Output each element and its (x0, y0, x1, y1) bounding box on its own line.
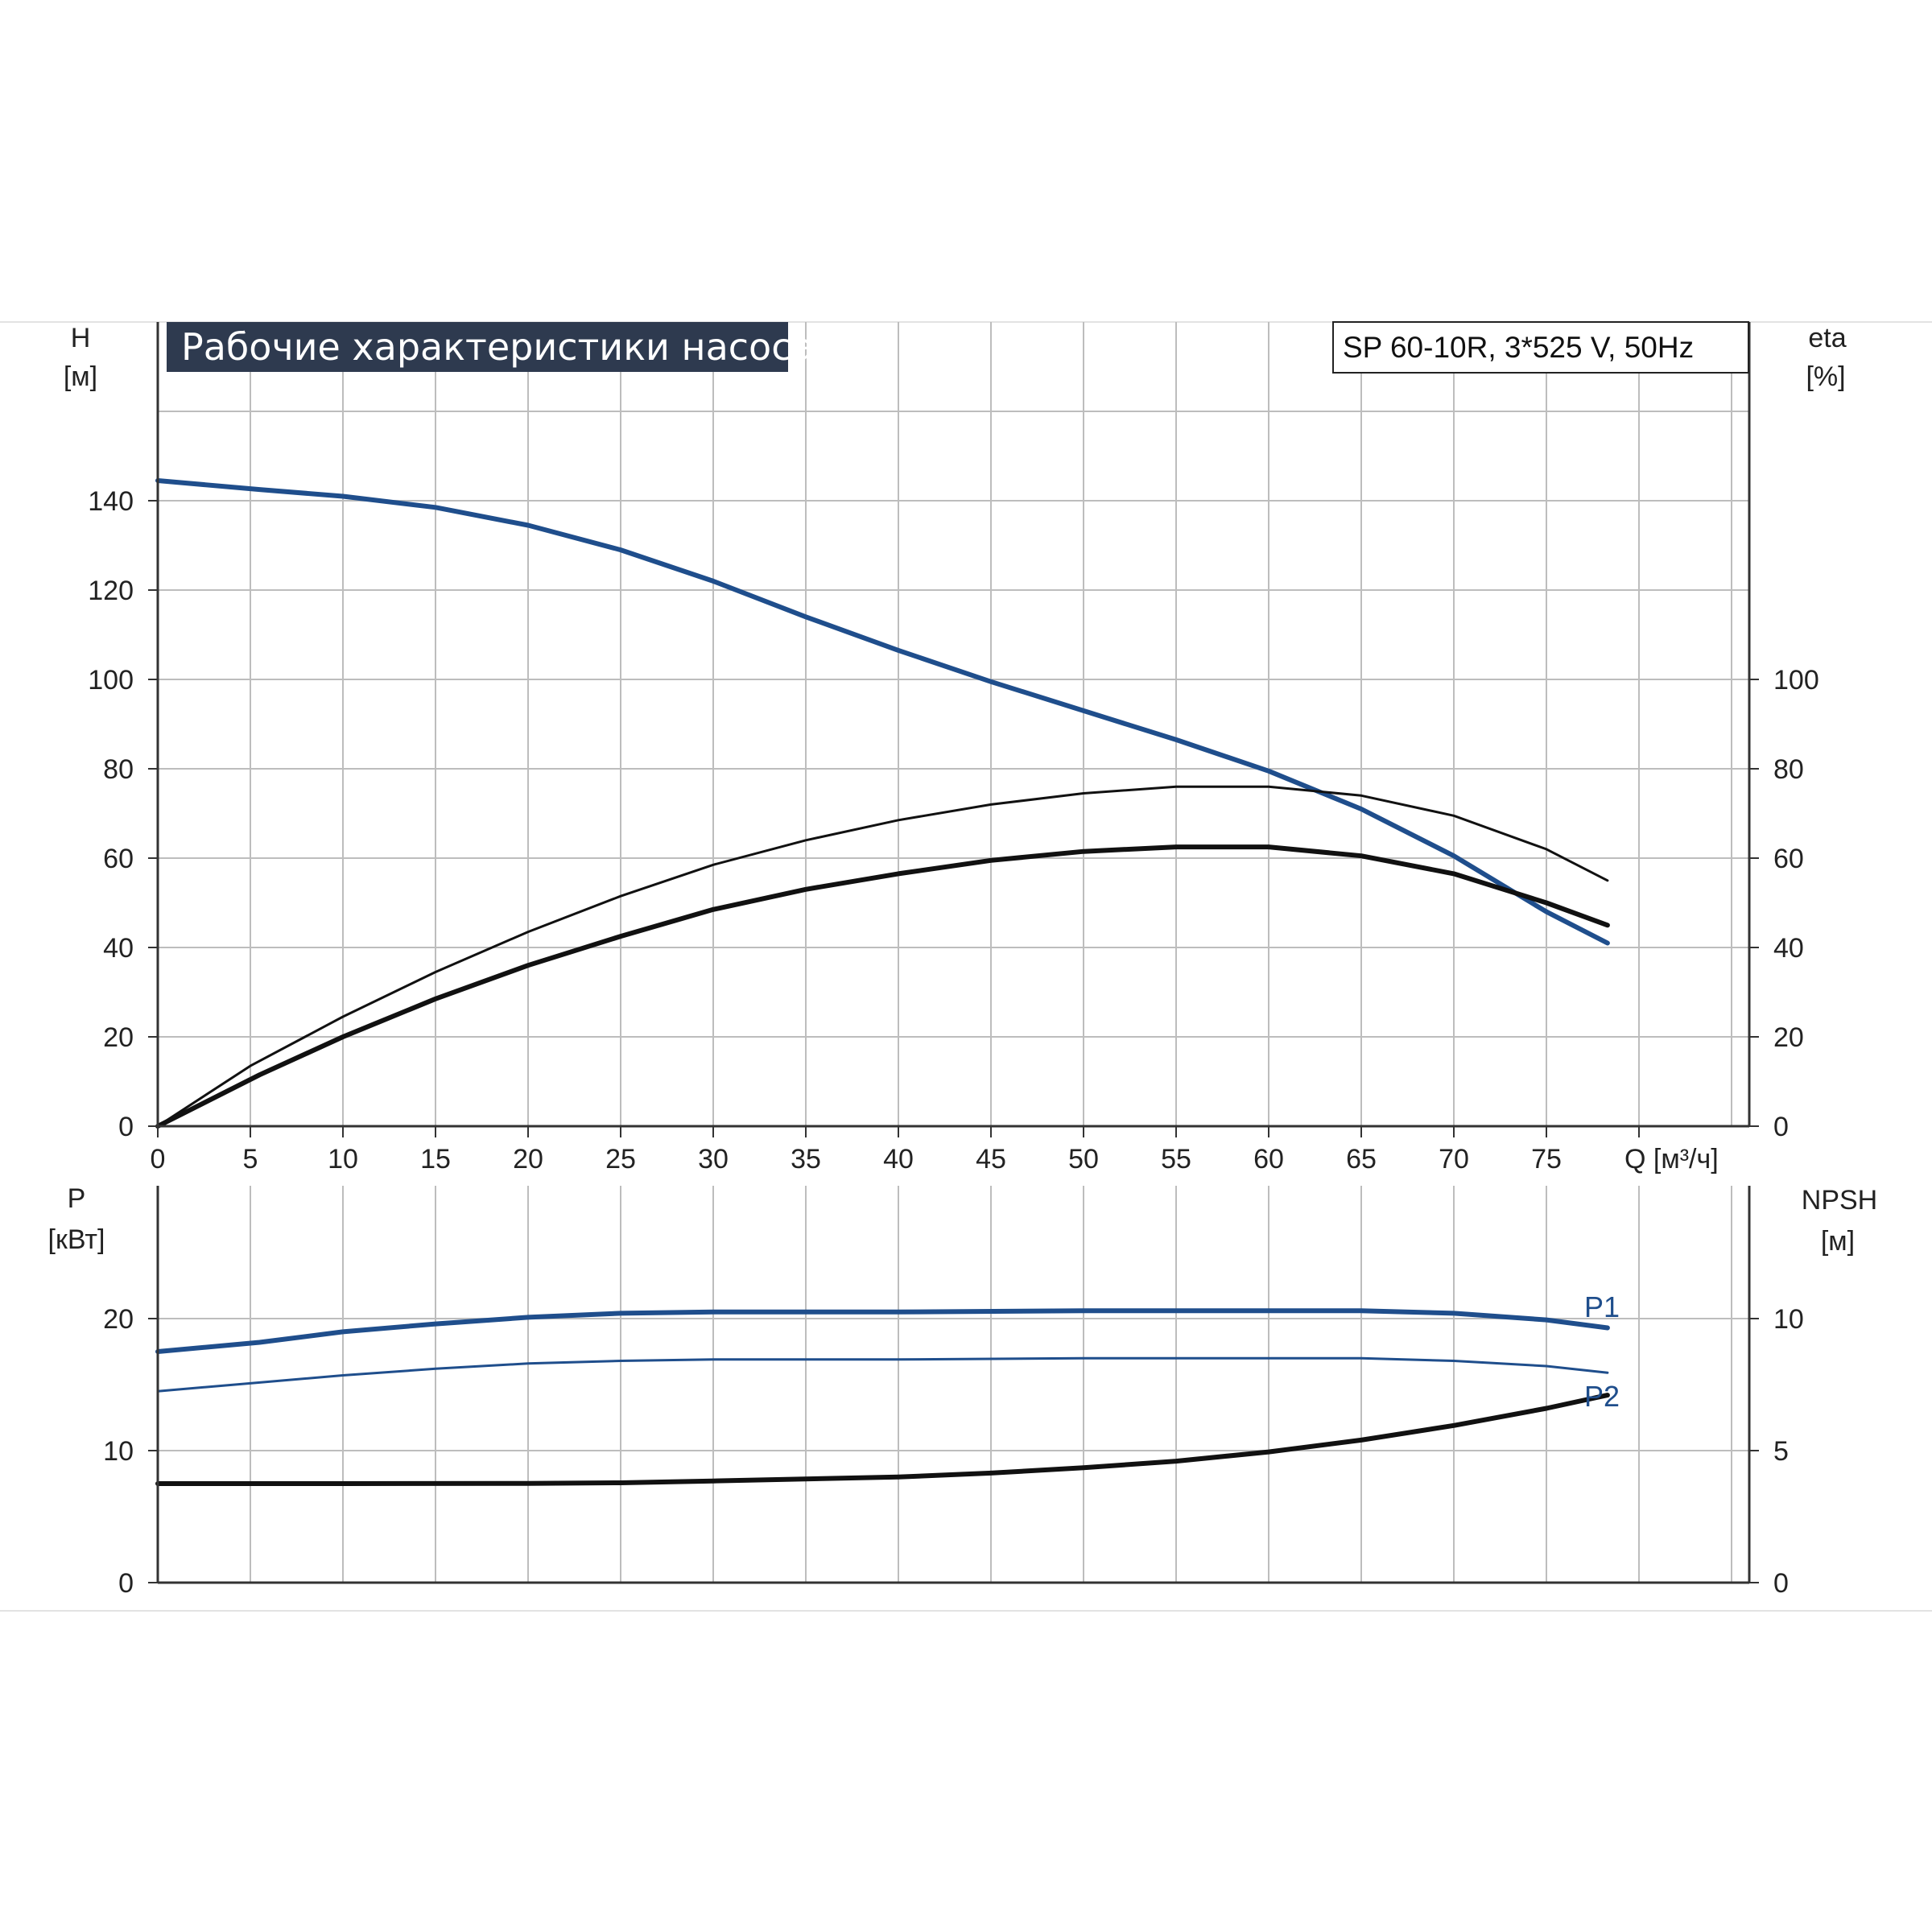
left-tick-label: 0 (118, 1112, 134, 1142)
x-tick-label: 30 (698, 1144, 729, 1174)
right-tick-label: 5 (1773, 1436, 1789, 1467)
model-label: SP 60-10R, 3*525 V, 50Hz (1343, 331, 1694, 364)
p1-curve-label: P1 (1584, 1290, 1620, 1323)
bottom-axes: 0 10 20 0 5 10 (103, 1186, 1804, 1599)
left-tick-label: 60 (103, 844, 134, 874)
left-tick-label: 20 (103, 1304, 134, 1335)
left-tick-label: 20 (103, 1022, 134, 1053)
x-tick-label: 60 (1253, 1144, 1284, 1174)
right-tick-label: 20 (1773, 1022, 1804, 1053)
p2-power-curve (156, 1356, 1609, 1393)
x-tick-label: 70 (1439, 1144, 1469, 1174)
head-axis-label: H (71, 323, 91, 353)
efficiency-pump-curve (156, 785, 1609, 1128)
eta-axis-unit: [%] (1806, 361, 1845, 392)
top-axes: 0 20 40 60 80 100 120 140 0 20 40 60 80 100 0 5 10 15 20 25… (88, 322, 1819, 1174)
x-tick-label: 10 (328, 1144, 358, 1174)
power-npsh-panel: 0 10 20 0 5 10 (103, 1186, 1804, 1599)
npsh-curve (155, 1393, 1610, 1486)
npsh-axis-label: NPSH (1802, 1185, 1877, 1216)
x-tick-label: 25 (605, 1144, 636, 1174)
x-tick-label: 40 (883, 1144, 914, 1174)
right-tick-label: 0 (1773, 1112, 1789, 1142)
top-grid (158, 322, 1749, 1126)
title-background (167, 322, 788, 372)
bottom-series (155, 1308, 1610, 1486)
head-efficiency-panel: 0 20 40 60 80 100 120 140 0 20 40 60 80 100 0 5 10 15 20 25… (88, 322, 1819, 1174)
left-tick-label: 0 (118, 1568, 134, 1599)
power-axis-label: P (68, 1183, 86, 1214)
x-tick-label: 5 (243, 1144, 258, 1174)
right-tick-label: 100 (1773, 665, 1819, 696)
eta-axis-label: eta (1808, 323, 1846, 353)
flow-axis-label: Q [м³/ч] (1624, 1144, 1719, 1174)
right-tick-label: 10 (1773, 1304, 1804, 1335)
x-tick-label: 65 (1346, 1144, 1377, 1174)
left-tick-label: 120 (88, 576, 134, 606)
model-box (1332, 321, 1749, 374)
x-tick-label: 35 (791, 1144, 821, 1174)
top-series (155, 478, 1610, 1129)
right-tick-label: 40 (1773, 933, 1804, 964)
right-tick-label: 0 (1773, 1568, 1789, 1599)
left-tick-label: 80 (103, 754, 134, 785)
left-tick-label: 40 (103, 933, 134, 964)
bottom-grid (158, 1186, 1749, 1583)
head-axis-unit: [м] (64, 361, 97, 392)
x-tick-label: 0 (151, 1144, 166, 1174)
power-axis-unit: [кВт] (48, 1224, 105, 1255)
x-tick-label: 50 (1068, 1144, 1099, 1174)
right-tick-label: 80 (1773, 754, 1804, 785)
x-tick-label: 20 (513, 1144, 543, 1174)
x-tick-label: 45 (976, 1144, 1006, 1174)
head-curve (155, 478, 1610, 946)
x-tick-label: 55 (1161, 1144, 1191, 1174)
x-tick-label: 75 (1531, 1144, 1562, 1174)
left-tick-label: 100 (88, 665, 134, 696)
left-tick-label: 140 (88, 486, 134, 517)
left-tick-label: 10 (103, 1436, 134, 1467)
right-tick-label: 60 (1773, 844, 1804, 874)
efficiency-total-curve (155, 844, 1610, 1129)
p2-curve-label: P2 (1584, 1380, 1620, 1413)
chart-title: Рабочие характеристики насоса (181, 325, 815, 369)
x-tick-label: 15 (420, 1144, 451, 1174)
npsh-axis-unit: [м] (1821, 1226, 1855, 1257)
p1-power-curve (155, 1308, 1610, 1354)
